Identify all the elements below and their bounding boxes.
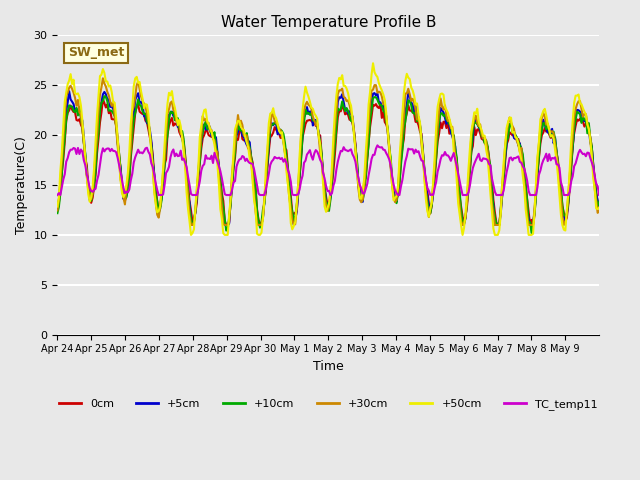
0cm <box>451 151 459 157</box>
+50cm <box>451 154 459 159</box>
+10cm <box>272 120 280 126</box>
+30cm <box>268 109 276 115</box>
+5cm <box>595 202 603 207</box>
+30cm <box>274 122 282 128</box>
+50cm <box>528 232 536 238</box>
+50cm <box>272 115 280 121</box>
+5cm <box>528 222 536 228</box>
+10cm <box>595 199 603 205</box>
TC_temp11 <box>450 150 458 156</box>
TC_temp11 <box>271 154 278 160</box>
+10cm <box>54 210 61 216</box>
+30cm <box>149 165 157 170</box>
0cm <box>274 130 282 135</box>
0cm <box>501 159 509 165</box>
+50cm <box>147 149 155 155</box>
0cm <box>54 202 61 207</box>
+10cm <box>266 125 274 131</box>
+10cm <box>100 93 108 99</box>
0cm <box>222 222 230 228</box>
+10cm <box>450 132 458 138</box>
0cm <box>99 96 107 102</box>
+30cm <box>451 153 459 159</box>
0cm <box>595 205 603 211</box>
+30cm <box>54 207 61 213</box>
TC_temp11 <box>374 143 381 148</box>
+30cm <box>187 222 195 228</box>
Text: SW_met: SW_met <box>68 46 125 60</box>
0cm <box>268 132 276 138</box>
Line: +10cm: +10cm <box>58 96 599 233</box>
Legend: 0cm, +5cm, +10cm, +30cm, +50cm, TC_temp11: 0cm, +5cm, +10cm, +30cm, +50cm, TC_temp1… <box>54 394 602 414</box>
+5cm <box>274 132 282 137</box>
+5cm <box>54 204 61 210</box>
+50cm <box>187 232 195 238</box>
+10cm <box>526 219 534 225</box>
+50cm <box>501 143 509 149</box>
0cm <box>149 153 157 158</box>
TC_temp11 <box>265 171 273 177</box>
+10cm <box>149 159 157 165</box>
+30cm <box>595 208 603 214</box>
+50cm <box>266 111 274 117</box>
Line: TC_temp11: TC_temp11 <box>58 145 599 195</box>
TC_temp11 <box>526 192 534 198</box>
Title: Water Temperature Profile B: Water Temperature Profile B <box>221 15 436 30</box>
+5cm <box>65 88 73 94</box>
Y-axis label: Temperature(C): Temperature(C) <box>15 136 28 234</box>
X-axis label: Time: Time <box>313 360 344 373</box>
+30cm <box>99 75 107 81</box>
Line: +5cm: +5cm <box>58 91 599 225</box>
+5cm <box>149 159 157 165</box>
TC_temp11 <box>595 192 603 198</box>
Line: +50cm: +50cm <box>58 63 599 235</box>
TC_temp11 <box>54 192 61 198</box>
+10cm <box>528 230 536 236</box>
+10cm <box>500 173 508 179</box>
+5cm <box>189 222 196 228</box>
0cm <box>528 217 536 223</box>
+50cm <box>54 204 61 209</box>
+5cm <box>501 155 509 161</box>
Line: 0cm: 0cm <box>58 99 599 225</box>
+30cm <box>528 222 536 228</box>
+30cm <box>501 143 509 148</box>
TC_temp11 <box>500 188 508 193</box>
TC_temp11 <box>147 160 155 166</box>
+5cm <box>451 144 459 149</box>
+50cm <box>595 204 603 210</box>
+5cm <box>268 120 276 126</box>
Line: +30cm: +30cm <box>58 78 599 225</box>
+50cm <box>369 60 377 66</box>
